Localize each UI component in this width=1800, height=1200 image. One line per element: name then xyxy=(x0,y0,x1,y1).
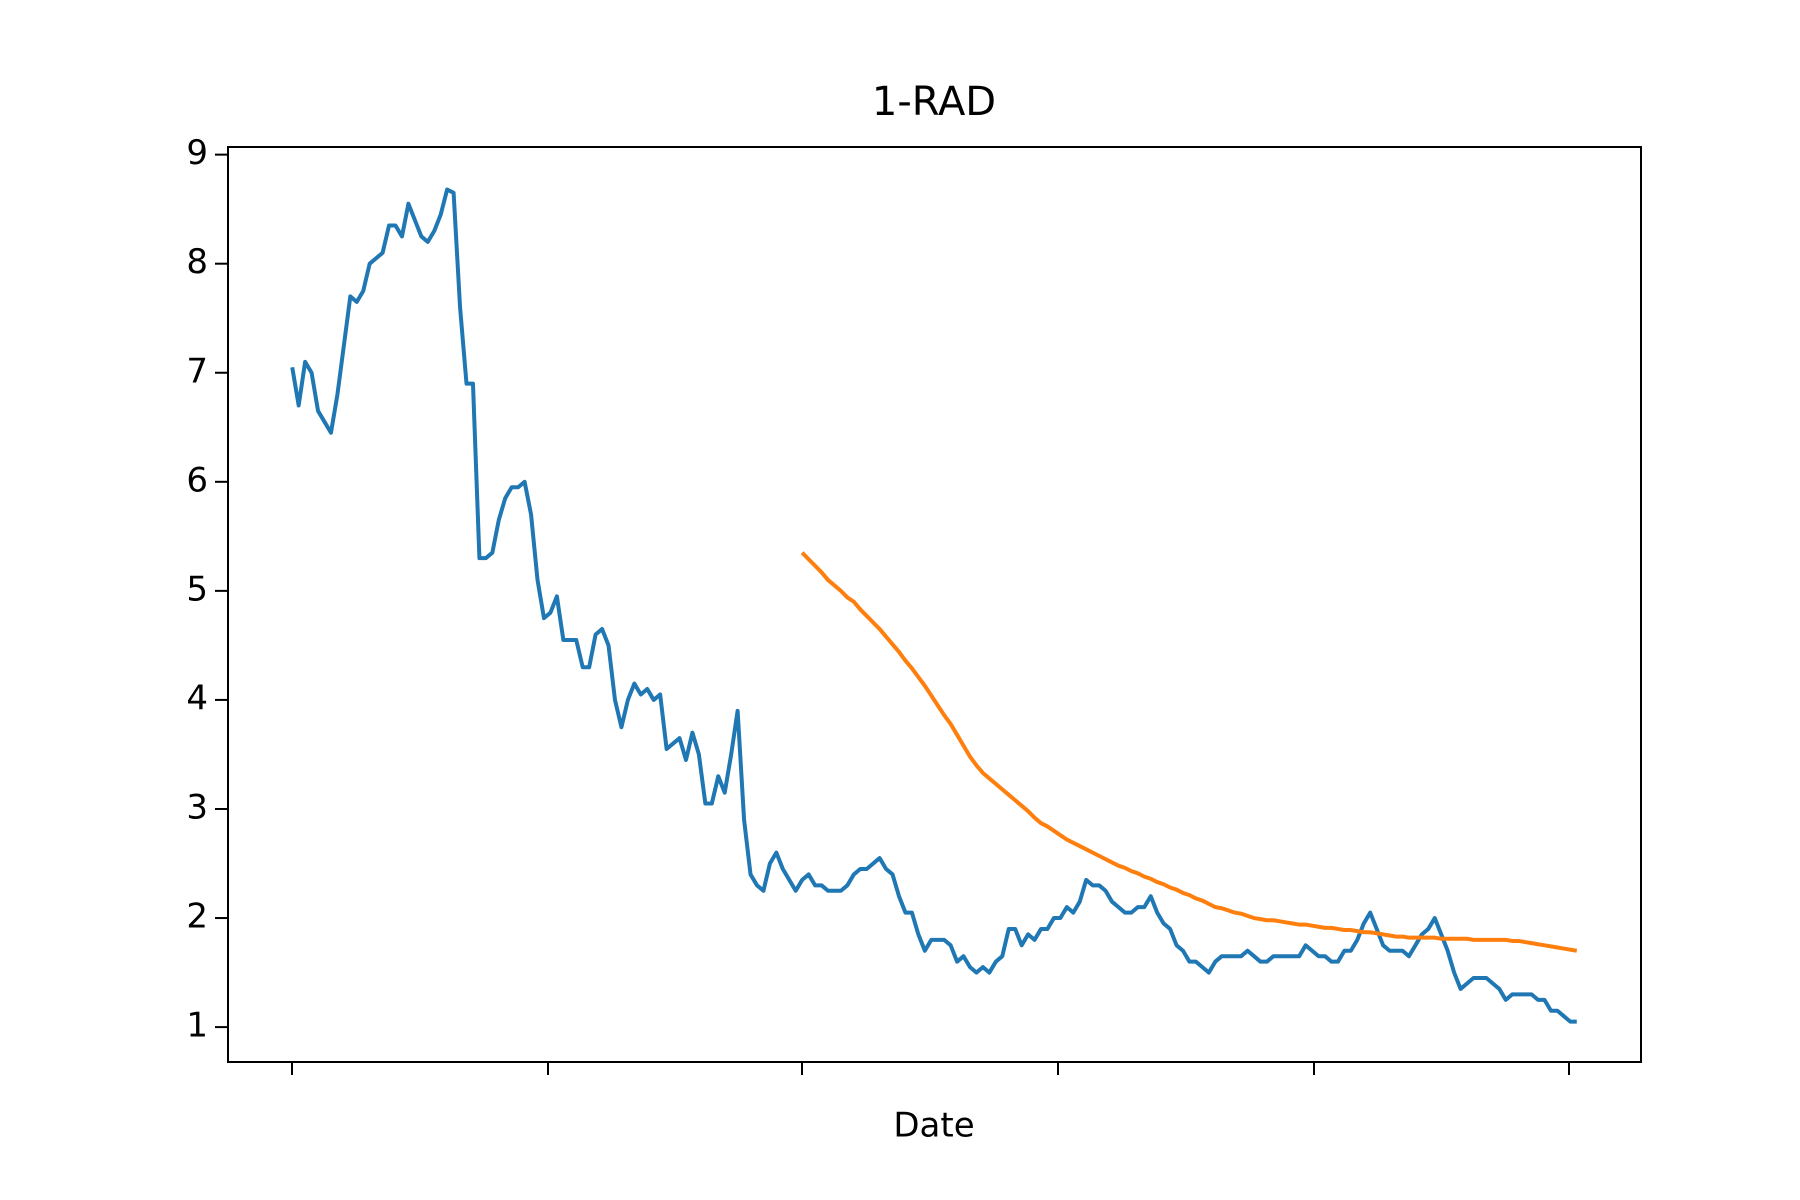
y-tick-label: 3 xyxy=(186,787,208,827)
y-tick-label: 6 xyxy=(186,460,208,500)
y-tick-label: 9 xyxy=(186,133,208,173)
y-tick-label: 2 xyxy=(186,897,208,937)
y-tick-label: 5 xyxy=(186,569,208,609)
line-series xyxy=(800,551,1578,953)
y-tick-label: 1 xyxy=(186,1006,208,1046)
line-series xyxy=(290,187,1577,1024)
chart-title: 1-RAD xyxy=(872,79,996,125)
x-ticks xyxy=(291,1062,1570,1075)
y-tick-label: 8 xyxy=(186,242,208,282)
y-tick-label: 7 xyxy=(186,351,208,391)
plot-frame xyxy=(227,146,1642,1063)
y-tick-label: 4 xyxy=(186,678,208,718)
x-axis-label: Date xyxy=(893,1106,974,1146)
